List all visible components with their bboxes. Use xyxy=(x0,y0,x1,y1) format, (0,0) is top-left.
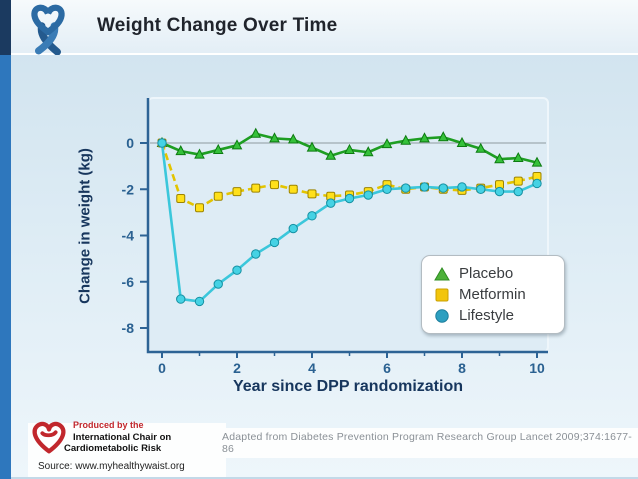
svg-text:-4: -4 xyxy=(122,228,135,244)
legend-label: Placebo xyxy=(459,265,514,282)
citation-text: Adapted from Diabetes Prevention Program… xyxy=(222,431,632,455)
produced-by-text: Produced by the xyxy=(73,420,144,430)
chart-legend: Placebo Metformin Lifestyle xyxy=(421,255,565,334)
green-triangle-icon xyxy=(434,266,450,280)
svg-text:6: 6 xyxy=(383,360,391,376)
x-axis-title: Year since DPP randomization xyxy=(232,378,464,395)
left-accent-bar-top xyxy=(0,0,11,55)
source-url-text: Source: www.myhealthywaist.org xyxy=(38,461,185,472)
legend-label: Metformin xyxy=(459,286,526,303)
org-name-line1: International Chair on xyxy=(73,432,172,443)
awareness-ribbon-icon xyxy=(29,3,67,60)
header: Weight Change Over Time xyxy=(11,0,638,55)
svg-text:8: 8 xyxy=(458,360,466,376)
gold-square-icon xyxy=(435,288,449,301)
left-accent-bar xyxy=(0,0,11,479)
svg-text:-8: -8 xyxy=(122,320,135,336)
bottom-divider xyxy=(11,477,638,479)
svg-text:-2: -2 xyxy=(122,181,135,197)
legend-label: Lifestyle xyxy=(459,307,515,324)
legend-item-placebo: Placebo xyxy=(434,263,554,284)
svg-text:0: 0 xyxy=(158,360,166,376)
legend-item-lifestyle: Lifestyle xyxy=(434,305,554,326)
svg-text:2: 2 xyxy=(233,360,241,376)
page-title: Weight Change Over Time xyxy=(97,15,338,36)
footer-citation-panel: Adapted from Diabetes Prevention Program… xyxy=(222,428,638,458)
svg-text:0: 0 xyxy=(126,135,134,151)
legend-item-metformin: Metformin xyxy=(434,284,554,305)
svg-text:4: 4 xyxy=(308,360,316,376)
svg-text:-6: -6 xyxy=(122,274,135,290)
teal-circle-icon xyxy=(435,308,449,323)
iccr-heart-logo-icon xyxy=(30,420,68,461)
svg-text:10: 10 xyxy=(529,360,545,376)
org-name-line2: Cardiometabolic Risk xyxy=(64,443,162,454)
y-axis-title: Change in weight (kg) xyxy=(76,148,94,304)
